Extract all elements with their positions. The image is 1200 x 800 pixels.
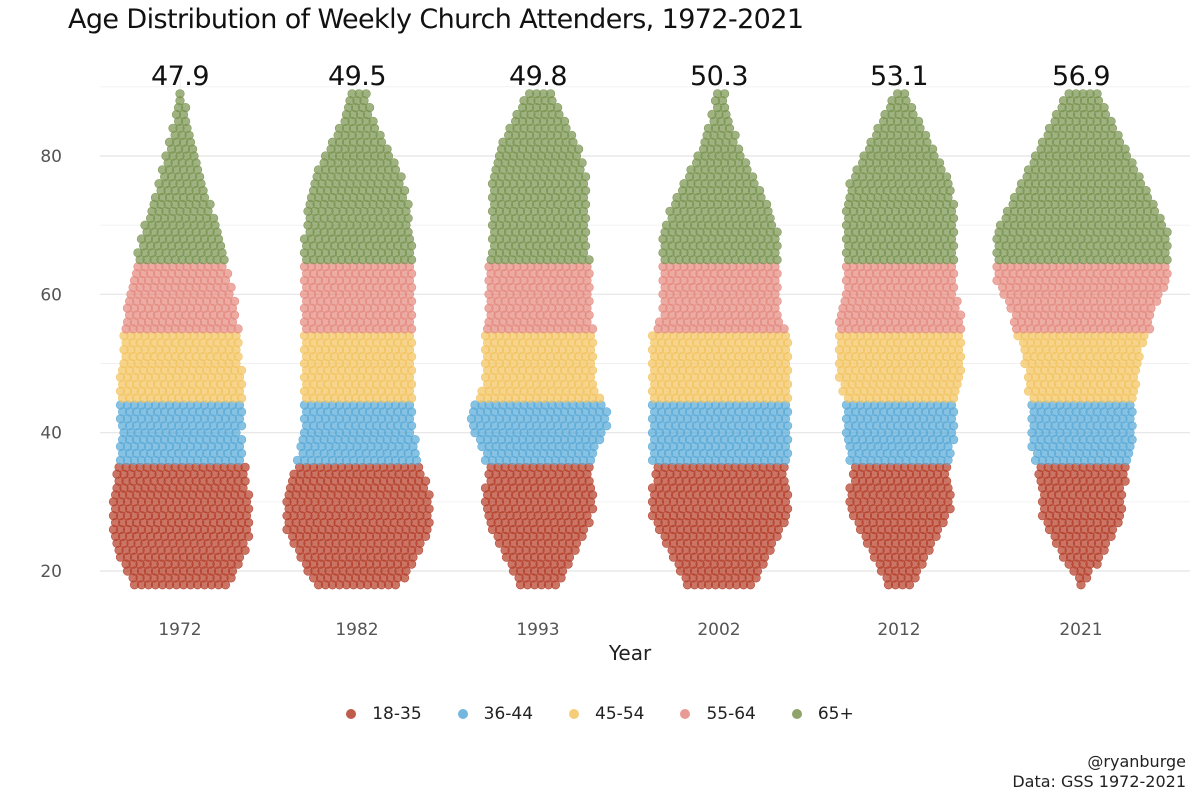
data-point [240,462,250,472]
data-point [740,158,751,168]
data-point [601,407,612,417]
data-point [566,130,577,140]
data-point [587,324,598,334]
data-point [237,365,247,376]
data-point [389,158,399,168]
data-point [779,324,789,334]
data-point [577,158,587,168]
y-tick-label: 60 [40,285,62,305]
data-point [552,102,563,113]
data-point [223,269,233,279]
data-point [368,116,378,126]
data-point [733,144,744,154]
data-point [181,102,191,113]
data-point [244,490,254,500]
data-point [230,296,240,306]
y-tick-label: 40 [40,424,62,444]
data-point [365,102,375,113]
data-point [226,282,236,293]
data-point [730,130,740,140]
data-point [754,186,765,196]
data-point [237,435,247,445]
data-point [424,490,434,500]
data-point [205,199,215,209]
data-point [580,172,591,182]
data-point [761,199,772,209]
data-point [559,116,570,126]
data-point [375,130,385,140]
data-point [594,393,605,403]
data-point [573,144,584,154]
data-point [747,172,758,182]
data-point [955,310,966,320]
data-point [382,144,392,154]
data-points [108,89,1172,590]
data-point [403,199,413,209]
y-axis-ticks: 20 40 60 80 [40,147,62,582]
data-point [772,227,782,237]
data-point [233,324,243,334]
data-point [209,213,219,223]
data-point [584,255,594,265]
chart-title: Age Distribution of Weekly Church Attend… [68,4,804,35]
data-point [400,186,410,196]
data-point [421,476,431,486]
data-point [396,172,406,182]
data-point [952,296,962,306]
data-point [410,435,420,445]
y-tick-label: 80 [40,147,62,167]
y-tick-label: 20 [40,562,62,582]
